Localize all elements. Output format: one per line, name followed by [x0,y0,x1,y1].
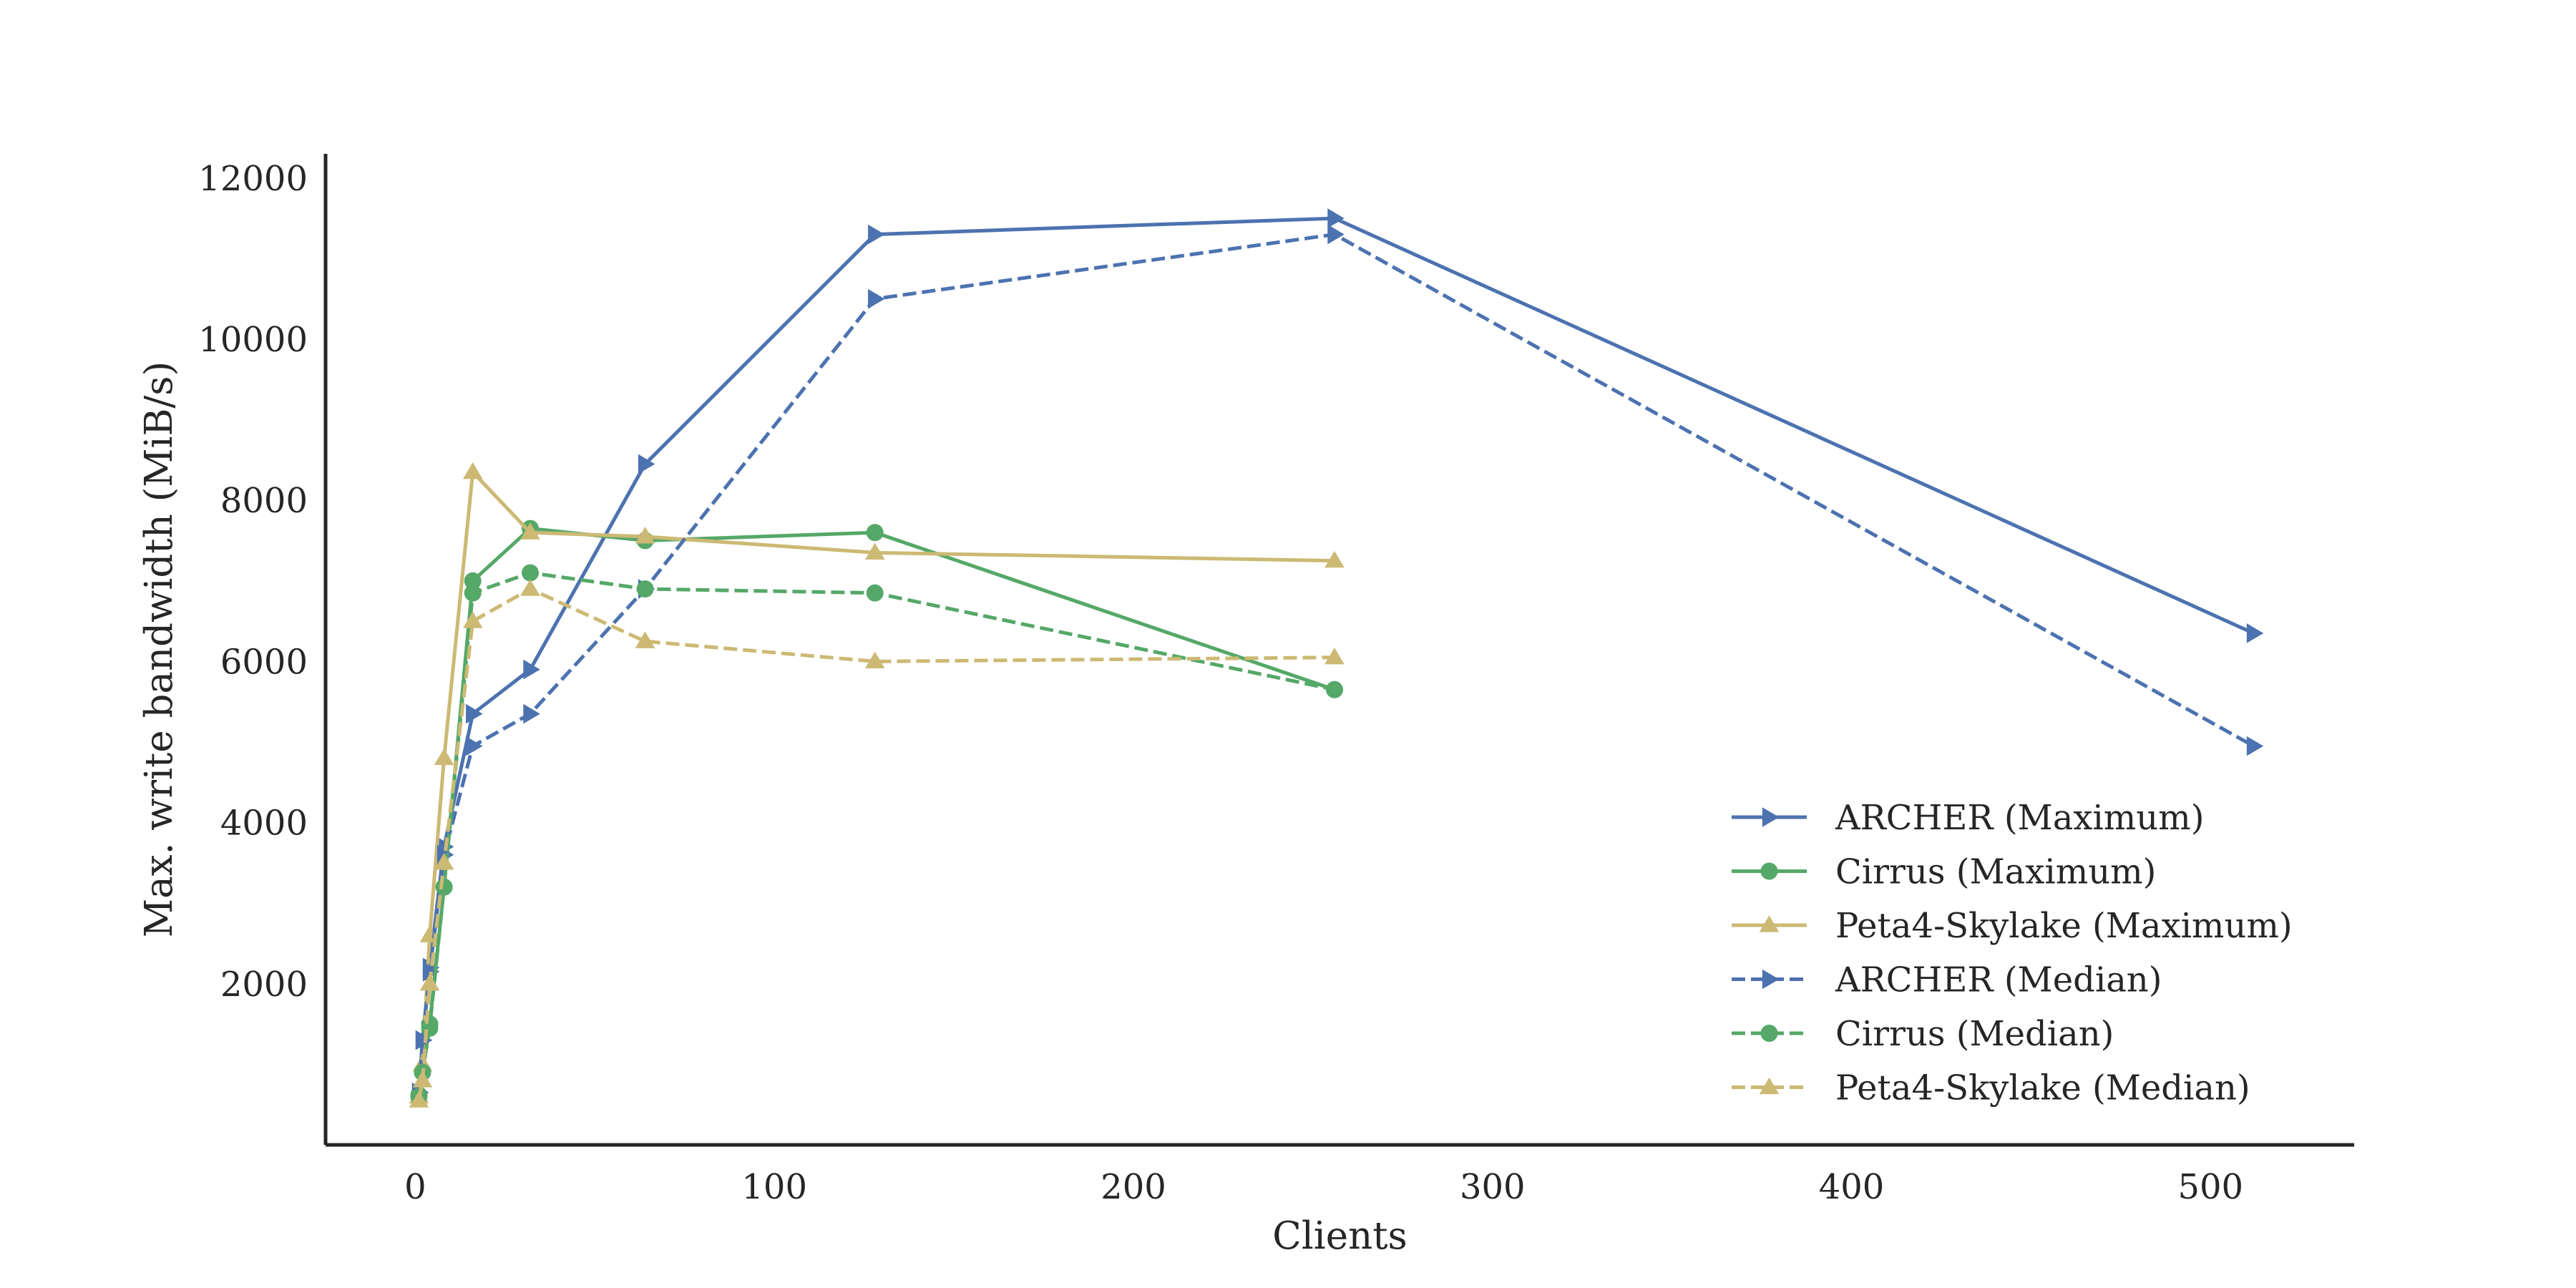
legend: ARCHER (Maximum) Cirrus (Maximum) Peta4-Sk… [1732,798,2293,1108]
x-tick-label: 400 [1819,1167,1885,1207]
series-5 [409,579,1345,1108]
data-point [422,962,440,982]
x-tick-label: 100 [741,1167,807,1207]
series-line [416,571,1335,1097]
data-point [638,454,655,474]
legend-item: ARCHER (Maximum) [1732,798,2204,838]
series-1 [410,519,1343,1104]
data-point [636,580,654,598]
data-point [412,1070,433,1088]
data-point [2246,623,2264,643]
x-tick-label: 500 [2177,1167,2243,1207]
data-point [2246,736,2264,756]
data-point [868,224,885,245]
data-point [864,542,885,560]
data-point [464,584,482,602]
data-point [520,522,540,540]
data-point [462,611,483,628]
data-point [520,579,540,596]
data-point [1327,208,1345,228]
data-point [1324,647,1345,665]
legend-item: Peta4-Skylake (Median) [1732,1068,2250,1108]
data-point [1324,550,1345,568]
series-line [416,233,2255,1093]
x-tick-label: 300 [1460,1167,1526,1207]
legend-item: ARCHER (Median) [1732,960,2162,1000]
y-tick-label: 2000 [220,965,308,1005]
data-point [419,973,440,991]
data-point [635,527,655,544]
legend-marker [1762,807,1780,827]
data-point [523,703,540,724]
legend-label: Cirrus (Median) [1835,1014,2114,1054]
data-point [466,703,483,724]
series-layer [409,208,2264,1108]
y-tick-label: 10000 [198,320,308,360]
legend-label: Cirrus (Maximum) [1835,852,2156,892]
data-point [866,524,884,542]
legend-marker [1760,862,1778,880]
legend-item: Cirrus (Maximum) [1732,852,2156,892]
legend-item: Cirrus (Median) [1732,1014,2114,1054]
legend-marker [1762,969,1780,990]
y-tick-label: 12000 [198,159,308,199]
data-point [464,572,482,590]
data-point [434,748,454,766]
legend-item: Peta4-Skylake (Maximum) [1732,906,2293,946]
x-tick-label: 0 [404,1167,426,1207]
data-point [635,631,655,648]
data-point [466,736,483,756]
data-point [434,853,454,870]
y-axis-label: Max. write bandwidth (MiB/s) [137,361,181,937]
y-tick-label: 8000 [220,481,308,521]
data-point [523,659,540,680]
data-point [1327,224,1345,245]
legend-marker [1759,915,1780,932]
legend-label: Peta4-Skylake (Median) [1835,1068,2250,1108]
series-line [416,470,1335,1097]
x-tick-labels: 0 100 200 300 400 500 [404,1167,2243,1207]
series-line [416,527,1335,1096]
data-point [866,584,884,602]
legend-marker [1760,1025,1778,1042]
data-point [522,564,540,582]
data-point [462,462,483,479]
data-point [409,1091,429,1108]
legend-label: ARCHER (Maximum) [1835,798,2204,838]
legend-marker [1759,1077,1780,1095]
x-axis-label: Clients [1272,1214,1407,1258]
y-tick-label: 6000 [220,642,308,682]
y-tick-label: 4000 [220,804,308,844]
y-tick-labels: 2000 4000 6000 8000 10000 12000 [198,159,308,1005]
data-point [421,1019,439,1037]
data-point [868,288,885,309]
legend-label: Peta4-Skylake (Maximum) [1835,906,2293,946]
data-point [864,651,885,669]
data-point [1325,680,1343,698]
data-point [435,878,453,896]
legend-label: ARCHER (Median) [1835,960,2162,1000]
axes [323,154,2354,1147]
series-2 [409,462,1345,1104]
x-tick-label: 200 [1101,1167,1166,1207]
